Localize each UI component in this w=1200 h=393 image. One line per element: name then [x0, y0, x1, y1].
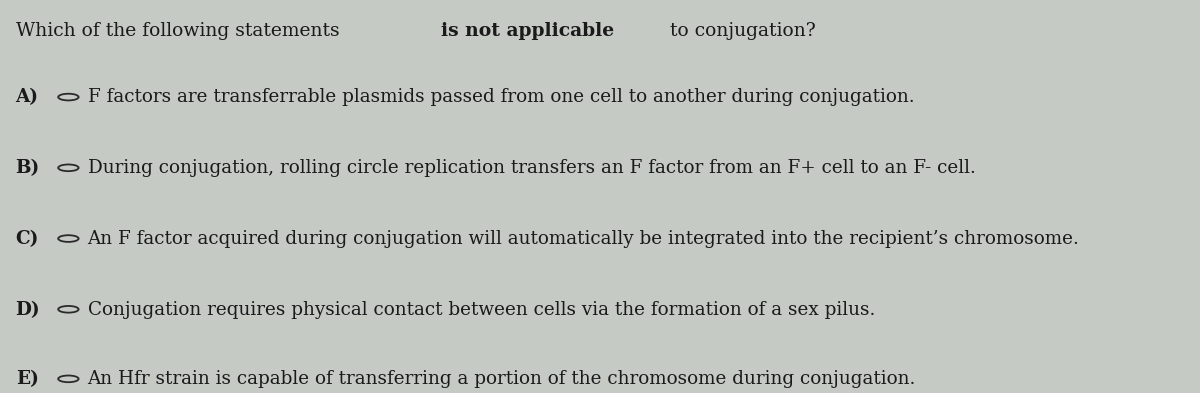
Text: to conjugation?: to conjugation?: [665, 22, 816, 40]
Text: is not applicable: is not applicable: [440, 22, 614, 40]
Text: A): A): [16, 88, 38, 107]
Text: F factors are transferrable plasmids passed from one cell to another during conj: F factors are transferrable plasmids pas…: [88, 88, 914, 107]
Text: D): D): [16, 301, 41, 319]
Text: B): B): [16, 159, 40, 177]
Text: An F factor acquired during conjugation will automatically be integrated into th: An F factor acquired during conjugation …: [88, 230, 1080, 248]
Text: Which of the following statements: Which of the following statements: [16, 22, 346, 40]
Text: E): E): [16, 370, 38, 388]
Text: Conjugation requires physical contact between cells via the formation of a sex p: Conjugation requires physical contact be…: [88, 301, 875, 319]
Text: C): C): [16, 230, 38, 248]
Text: An Hfr strain is capable of transferring a portion of the chromosome during conj: An Hfr strain is capable of transferring…: [88, 370, 916, 388]
Text: During conjugation, rolling circle replication transfers an F factor from an F+ : During conjugation, rolling circle repli…: [88, 159, 976, 177]
